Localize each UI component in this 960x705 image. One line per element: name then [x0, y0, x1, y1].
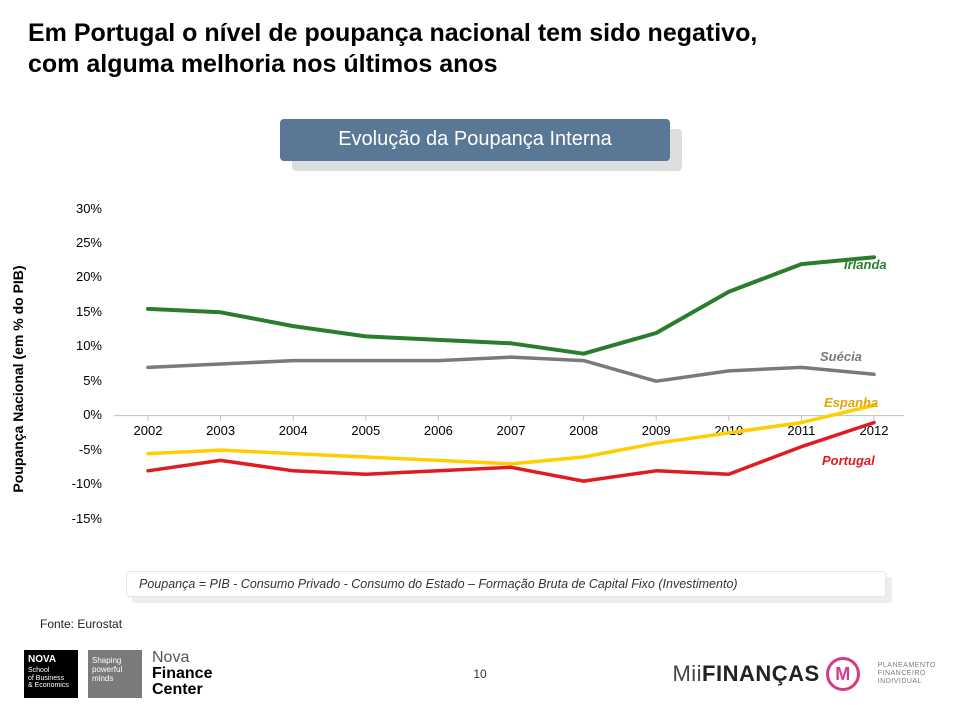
series-label-portugal: Portugal: [822, 453, 875, 468]
y-tick-label: -5%: [79, 442, 102, 457]
y-tick-label: 15%: [76, 304, 102, 319]
y-tick-label: 30%: [76, 201, 102, 216]
source-label: Fonte: Eurostat: [40, 617, 122, 631]
y-tick-label: 25%: [76, 235, 102, 250]
shaping-logo: Shapingpowerfulminds: [88, 650, 142, 698]
nova-sbe-logo: NOVA School of Business & Economics: [24, 650, 78, 698]
y-axis-title: Poupança Nacional (em % do PIB): [10, 265, 26, 492]
pfi-label: PLANEAMENTOFINANCEIROINDIVIDUAL: [878, 662, 936, 685]
footer-left-logos: NOVA School of Business & Economics Shap…: [24, 650, 212, 698]
y-tick-label: 0%: [83, 407, 102, 422]
miifinancas-logo: MiiFINANÇAS M: [672, 657, 859, 691]
mii-prefix: Mii: [672, 661, 702, 686]
series-label-suecia: Suécia: [820, 349, 862, 364]
mii-fin: FINANÇAS: [702, 661, 820, 686]
nfc-l2: Finance: [152, 665, 212, 682]
footer-right-logos: MiiFINANÇAS M PLANEAMENTOFINANCEIROINDIV…: [672, 657, 936, 691]
y-tick-label: 10%: [76, 338, 102, 353]
y-tick-label: -10%: [72, 476, 102, 491]
chart-subtitle: Evolução da Poupança Interna: [280, 119, 670, 161]
page-title: Em Portugal o nível de poupança nacional…: [28, 18, 808, 81]
footnote-container: Poupança = PIB - Consumo Privado - Consu…: [126, 571, 896, 607]
line-chart-svg: [114, 209, 904, 519]
y-tick-label: 5%: [83, 373, 102, 388]
series-label-espanha: Espanha: [824, 395, 878, 410]
y-tick-label: -15%: [72, 511, 102, 526]
slide-page: Em Portugal o nível de poupança nacional…: [0, 0, 960, 705]
nova-finance-center-logo: Nova Finance Center: [152, 650, 212, 698]
nova-sbe-line3: & Economics: [28, 682, 74, 690]
subtitle-container: Evolução da Poupança Interna: [28, 119, 932, 173]
nfc-l3: Center: [152, 681, 203, 698]
y-tick-label: 20%: [76, 269, 102, 284]
nova-sbe-line1: School: [28, 667, 74, 675]
nova-sbe-top: NOVA: [28, 654, 74, 665]
nfc-l1: Nova: [152, 649, 189, 666]
series-label-irlanda: Irlanda: [844, 257, 887, 272]
chart-area: Poupança Nacional (em % do PIB) 30%25%20…: [28, 209, 932, 549]
miifinancas-text: MiiFINANÇAS: [672, 661, 819, 687]
footer: NOVA School of Business & Economics Shap…: [0, 643, 960, 705]
nova-sbe-line2: of Business: [28, 675, 74, 683]
chart-footnote: Poupança = PIB - Consumo Privado - Consu…: [126, 571, 886, 597]
miifinancas-icon: M: [826, 657, 860, 691]
